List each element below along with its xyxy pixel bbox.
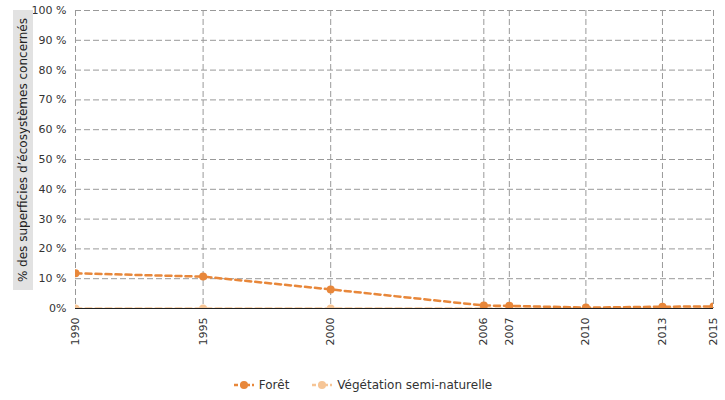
svg-text:2010: 2010 — [579, 318, 592, 346]
svg-text:20 %: 20 % — [39, 242, 67, 255]
svg-text:100 %: 100 % — [32, 4, 67, 17]
svg-text:2015: 2015 — [707, 318, 720, 346]
svg-text:80 %: 80 % — [39, 64, 67, 77]
svg-text:2013: 2013 — [656, 318, 669, 346]
html-text:Forêt: Forêt — [258, 378, 290, 392]
html-text:Végétation semi-naturelle: Végétation semi-naturelle — [337, 378, 493, 392]
svg-text:2006: 2006 — [477, 318, 490, 346]
svg-text:90 %: 90 % — [39, 34, 67, 47]
svg-text:0%: 0% — [49, 302, 66, 315]
svg-text:1995: 1995 — [197, 318, 210, 346]
svg-text:1990: 1990 — [69, 318, 82, 346]
svg-text:40 %: 40 % — [39, 183, 67, 196]
svg-text:60 %: 60 % — [39, 123, 67, 136]
svg-text:50 %: 50 % — [39, 153, 67, 166]
svg-text:2007: 2007 — [503, 318, 516, 346]
svg-text:2000: 2000 — [324, 318, 337, 346]
svg-text:30 %: 30 % — [39, 213, 67, 226]
svg-text:10 %: 10 % — [39, 272, 67, 285]
html-text:% des superficies d’écosystème: % des superficies d’écosystèmes concerné… — [16, 18, 30, 282]
svg-text:70 %: 70 % — [39, 93, 67, 106]
